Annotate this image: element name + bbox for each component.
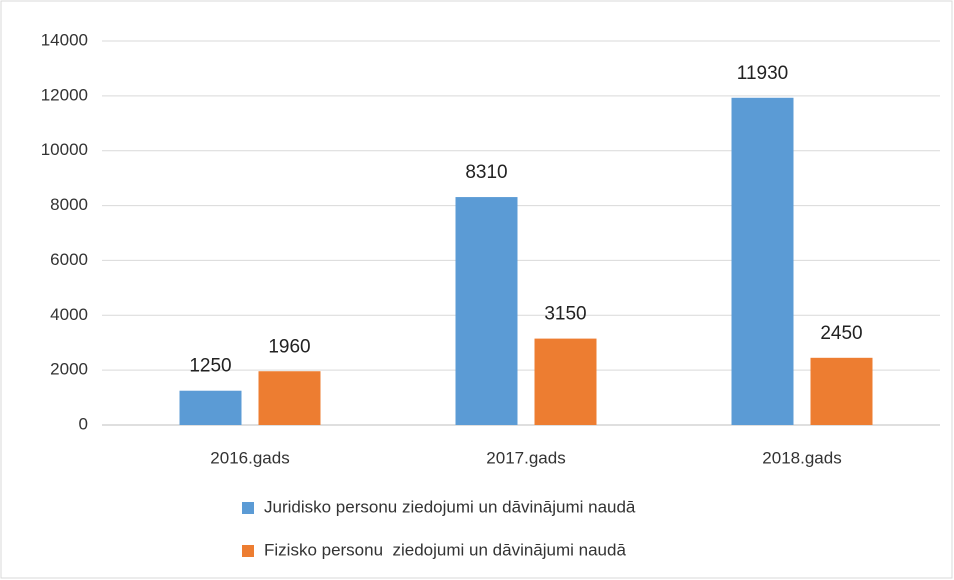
x-tick-label: 2016.gads [210,448,289,467]
bar [258,371,321,425]
x-tick-label: 2017.gads [486,448,565,467]
y-tick-label: 0 [79,414,88,433]
y-tick-label: 2000 [50,360,88,379]
bar [731,97,794,425]
data-label: 11930 [737,63,788,84]
y-tick-label: 14000 [41,30,88,49]
y-tick-label: 10000 [41,140,88,159]
y-tick-label: 8000 [50,195,88,214]
data-label: 2450 [820,323,862,344]
x-tick-label: 2018.gads [762,448,841,467]
bar [179,390,242,425]
data-label: 3150 [544,304,586,325]
legend-label: Fizisko personu ziedojumi un dāvinājumi … [264,540,626,559]
y-tick-label: 4000 [50,305,88,324]
data-label: 1960 [268,336,310,357]
bar [810,357,873,425]
data-label: 1250 [189,356,231,377]
y-tick-label: 12000 [41,85,88,104]
y-tick-label: 6000 [50,250,88,269]
data-label: 8310 [465,162,507,183]
legend-label: Juridisko personu ziedojumi un dāvinājum… [264,497,636,516]
bar [534,338,597,425]
legend-swatch [242,545,254,557]
legend-swatch [242,502,254,514]
bar [455,197,518,425]
